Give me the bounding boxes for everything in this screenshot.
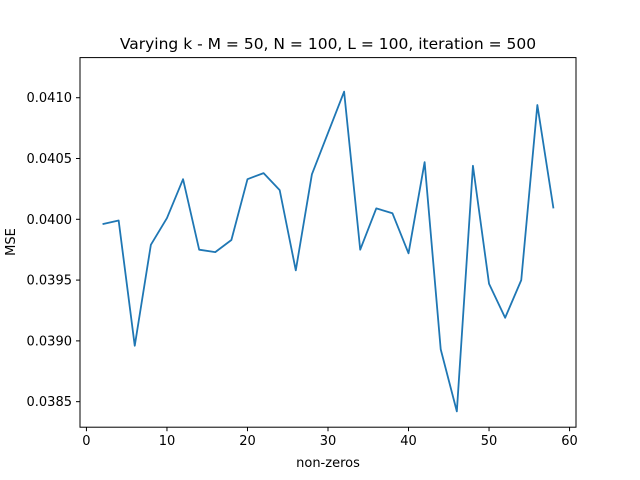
x-tick-label: 0	[82, 434, 90, 449]
y-tick-label: 0.0390	[27, 334, 73, 349]
chart-title: Varying k - M = 50, N = 100, L = 100, it…	[120, 35, 536, 53]
y-tick-label: 0.0405	[27, 152, 73, 167]
x-axis-ticks: 0 10 20 30 40 50 60	[82, 427, 578, 449]
x-tick-label: 50	[481, 434, 498, 449]
y-tick-label: 0.0395	[27, 274, 73, 289]
y-axis-label: MSE	[4, 228, 19, 256]
y-axis-ticks: 0.0385 0.0390 0.0395 0.0400 0.0405 0.0410	[27, 91, 80, 410]
mse-series-line	[102, 90, 555, 413]
x-tick-label: 10	[159, 434, 176, 449]
x-axis-label: non-zeros	[296, 456, 360, 471]
plot-area-frame	[79, 57, 577, 428]
y-tick-label: 0.0400	[27, 213, 73, 228]
x-tick-label: 30	[320, 434, 337, 449]
x-tick-label: 20	[239, 434, 256, 449]
x-tick-label: 60	[561, 434, 578, 449]
x-tick-label: 40	[400, 434, 417, 449]
plot-series	[102, 90, 555, 413]
y-tick-label: 0.0385	[27, 395, 73, 410]
y-tick-label: 0.0410	[27, 91, 73, 106]
